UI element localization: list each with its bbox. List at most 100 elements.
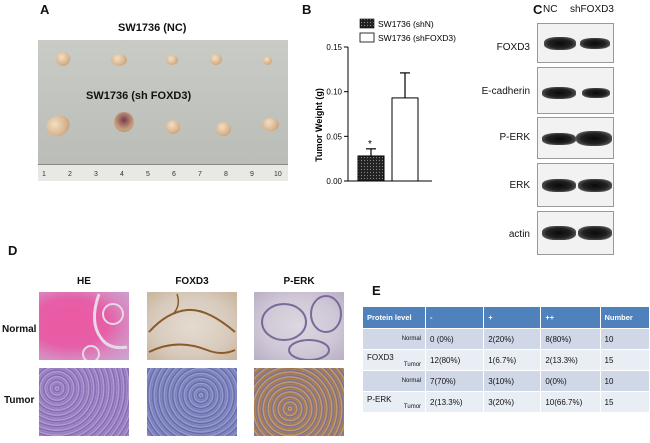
histology-he-normal bbox=[39, 292, 129, 363]
y-axis-title: Tumor Weight (g) bbox=[314, 88, 324, 162]
ruler-number: 7 bbox=[198, 171, 202, 178]
table-cell: 2(13.3%) bbox=[425, 391, 485, 412]
panel-d-label: D bbox=[8, 243, 18, 258]
ruler-number: 3 bbox=[94, 171, 98, 178]
subgroup-label: Tumor bbox=[403, 403, 422, 410]
row-label-normal: Normal bbox=[2, 324, 37, 335]
tumor-sh-4 bbox=[216, 122, 231, 136]
table-cell: 10 bbox=[600, 328, 650, 350]
blot-erk bbox=[537, 163, 614, 207]
band-foxd3-sh bbox=[580, 38, 610, 49]
y-tick-label: 0.10 bbox=[326, 88, 342, 97]
y-tick-label: 0.15 bbox=[326, 43, 342, 52]
blot-foxd3 bbox=[537, 23, 614, 63]
legend-label-shfoxd3: SW1736 (shFOXD3) bbox=[378, 33, 456, 43]
nc-group-title: SW1736 (NC) bbox=[118, 22, 187, 34]
band-ecad-nc bbox=[542, 87, 576, 99]
table-cell: 12(80%) bbox=[425, 349, 485, 371]
table-cell: 7(70%) bbox=[425, 370, 485, 392]
legend-swatch-shn bbox=[359, 18, 375, 29]
table-cell: 3(10%) bbox=[483, 370, 542, 392]
tumor-sh-1 bbox=[42, 111, 74, 141]
table-row: P-ERK Tumor 2(13.3%) 3(20%) 10(66.7%) 15 bbox=[363, 391, 650, 412]
panel-e-label: E bbox=[372, 283, 381, 298]
tumor-nc-3 bbox=[166, 55, 178, 65]
ruler-number: 1 bbox=[42, 171, 46, 178]
table-row: Normal 0 (0%) 2(20%) 8(80%) 10 bbox=[363, 328, 650, 350]
histology-foxd3-tumor bbox=[147, 368, 237, 436]
bar-shn bbox=[357, 155, 385, 182]
ruler: 1 2 3 4 5 6 7 8 9 10 bbox=[38, 164, 288, 181]
blot-label-perk: P-ERK bbox=[499, 132, 530, 143]
tumor-sh-3 bbox=[166, 120, 180, 134]
histology-he-tumor bbox=[39, 368, 129, 436]
ruler-number: 4 bbox=[120, 171, 124, 178]
table-header-row: Protein level - + ++ Number bbox=[363, 307, 650, 329]
band-perk-sh bbox=[576, 131, 612, 146]
ruler-number: 8 bbox=[224, 171, 228, 178]
table-cell: 15 bbox=[600, 391, 650, 412]
band-perk-nc bbox=[542, 133, 576, 145]
table-cell: 0 (0%) bbox=[425, 328, 485, 350]
blot-label-ecadherin: E-cadherin bbox=[481, 86, 530, 97]
stain-header-foxd3: FOXD3 bbox=[175, 276, 209, 287]
table-cell: 15 bbox=[600, 349, 650, 371]
lane-label-nc: NC bbox=[543, 4, 558, 15]
blot-label-foxd3: FOXD3 bbox=[496, 42, 530, 53]
subgroup-label: Tumor bbox=[403, 361, 422, 368]
protein-level-table: Protein level - + ++ Number Normal 0 (0%… bbox=[363, 307, 650, 412]
blot-perk bbox=[537, 117, 614, 159]
tumor-nc-1 bbox=[56, 52, 70, 66]
table-row: Normal 7(70%) 3(10%) 0(0%) 10 bbox=[363, 370, 650, 392]
table-cell: 0(0%) bbox=[540, 370, 601, 392]
subgroup-label: Normal bbox=[401, 336, 422, 342]
panel-a-label: A bbox=[40, 2, 50, 17]
table-cell: 1(6.7%) bbox=[483, 349, 542, 371]
ruler-number: 6 bbox=[172, 171, 176, 178]
blot-actin bbox=[537, 211, 614, 255]
ruler-number: 9 bbox=[250, 171, 254, 178]
panel-b-label: B bbox=[302, 2, 312, 17]
legend-swatch-shfoxd3 bbox=[359, 32, 375, 43]
tumor-photo: SW1736 (NC) SW1736 (sh FOXD3) 1 2 3 4 5 … bbox=[38, 22, 288, 181]
histology-perk-normal bbox=[254, 292, 344, 361]
table-cell: 8(80%) bbox=[540, 328, 601, 350]
row-label-cell: FOXD3 Tumor bbox=[363, 349, 427, 371]
row-label-cell: P-ERK Tumor bbox=[363, 391, 427, 412]
significance-star: * bbox=[368, 139, 372, 150]
blot-label-erk: ERK bbox=[509, 180, 530, 191]
table-cell: 2(13.3%) bbox=[540, 349, 601, 371]
band-erk-sh bbox=[578, 179, 612, 192]
histology-perk-tumor bbox=[254, 368, 344, 436]
table-cell: 2(20%) bbox=[483, 328, 542, 350]
legend-label-shn: SW1736 (shN) bbox=[378, 19, 434, 29]
tumor-nc-2 bbox=[111, 54, 127, 66]
y-tick-label: 0.05 bbox=[326, 132, 342, 141]
header-minus: - bbox=[425, 307, 485, 329]
group-label: P-ERK bbox=[367, 394, 392, 404]
band-erk-nc bbox=[542, 179, 576, 192]
stain-header-he: HE bbox=[77, 276, 91, 287]
histology-foxd3-normal bbox=[147, 292, 237, 360]
band-actin-nc bbox=[542, 226, 576, 240]
tumor-weight-chart: SW1736 (shN) SW1736 (shFOXD3) 0.00 0.05 0.… bbox=[314, 18, 456, 186]
header-protein-level: Protein level bbox=[363, 307, 427, 329]
lane-label-shfoxd3: shFOXD3 bbox=[570, 4, 614, 15]
group-label: FOXD3 bbox=[367, 352, 394, 362]
band-foxd3-nc bbox=[544, 37, 576, 50]
ruler-number: 5 bbox=[146, 171, 150, 178]
row-label-tumor: Tumor bbox=[4, 395, 35, 406]
y-tick-label: 0.00 bbox=[326, 177, 342, 186]
ruler-number: 2 bbox=[68, 171, 72, 178]
subgroup-label: Normal bbox=[401, 378, 422, 384]
header-plus: + bbox=[483, 307, 542, 329]
sh-group-title: SW1736 (sh FOXD3) bbox=[86, 90, 192, 102]
table-cell: 10 bbox=[600, 370, 650, 392]
row-label-cell: Normal bbox=[363, 328, 427, 350]
ruler-number: 10 bbox=[274, 171, 282, 178]
bar-shfoxd3 bbox=[391, 97, 419, 182]
header-number: Number bbox=[600, 307, 650, 329]
table-cell: 10(66.7%) bbox=[540, 391, 601, 412]
blot-label-actin: actin bbox=[508, 229, 530, 240]
stain-header-perk: P-ERK bbox=[283, 276, 315, 287]
